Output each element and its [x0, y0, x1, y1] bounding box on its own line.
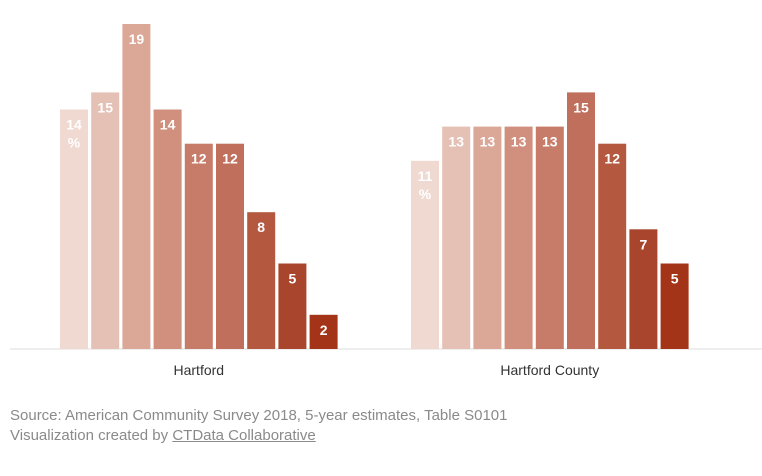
bar-value-label: 15	[97, 99, 113, 115]
bar	[442, 126, 471, 349]
chart-footer: Source: American Community Survey 2018, …	[10, 406, 507, 446]
bar-value-label: 14	[160, 117, 176, 133]
bar-value-label: 13	[448, 134, 464, 150]
bar	[60, 109, 88, 349]
bar	[184, 143, 213, 349]
bar	[216, 143, 244, 349]
bar	[91, 92, 120, 350]
bar	[567, 92, 595, 350]
bar	[247, 212, 276, 349]
bar-value-label: 12	[191, 151, 207, 167]
bar-value-label: 13	[542, 134, 558, 150]
credit-prefix: Visualization created by	[10, 427, 173, 444]
bar-group-hartford: 14 % 15 19 14 12 12 8 5 2 Hartford	[60, 24, 338, 378]
bar-value-label: 8	[257, 219, 265, 235]
bar	[278, 263, 307, 349]
bar	[598, 143, 627, 349]
bar-chart: 14 % 15 19 14 12 12 8 5 2 Hartford 11 % 13 13 13 13 15 12 7…	[10, 24, 762, 378]
group-label: Hartford County	[500, 362, 599, 378]
bar	[473, 126, 502, 349]
source-text: Source: American Community Survey 2018, …	[10, 407, 508, 424]
bar-value-label: 7	[640, 236, 648, 252]
bar	[411, 160, 439, 349]
bar	[535, 126, 564, 349]
bar-value-label: 11%	[418, 168, 433, 202]
ctdata-link[interactable]: CTData Collaborative	[172, 427, 316, 444]
bar-value-label: 5	[289, 271, 297, 287]
bar	[122, 24, 151, 349]
bar	[309, 314, 338, 349]
bar-value-label: 14%	[66, 117, 82, 151]
bar-value-label: 13	[511, 134, 527, 150]
bar-value-label: 5	[671, 271, 679, 287]
bar	[153, 109, 182, 349]
bar-value-label: 12	[222, 151, 238, 167]
bar-group-hartford-county: 11 % 13 13 13 13 15 12 7 5 Hartford County	[411, 92, 689, 378]
credit-line: Visualization created by CTData Collabor…	[10, 426, 507, 446]
bar-value-label: 12	[604, 151, 620, 167]
bar-value-label: 19	[129, 31, 145, 47]
bar-value-label: 2	[320, 322, 328, 338]
bar	[660, 263, 689, 349]
bar-value-label: 13	[480, 134, 496, 150]
group-label: Hartford	[174, 362, 225, 378]
bar-value-label: 15	[573, 99, 589, 115]
bar	[504, 126, 533, 349]
bar	[629, 229, 658, 349]
